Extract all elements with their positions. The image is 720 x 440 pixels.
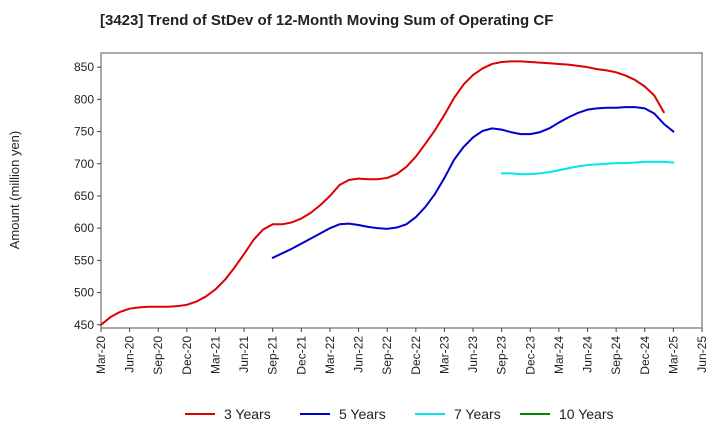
legend-label: 10 Years (559, 406, 614, 422)
x-tick-label: Mar-21 (208, 336, 222, 374)
x-tick-label: Jun-23 (466, 336, 480, 373)
x-tick-label: Mar-22 (323, 336, 337, 374)
x-tick-label: Mar-24 (552, 336, 566, 374)
legend: 3 Years 5 Years 7 Years 10 Years (185, 406, 614, 422)
y-tick-label: 450 (74, 318, 94, 332)
y-axis-title: Amount (million yen) (7, 131, 22, 250)
y-tick-label: 550 (74, 253, 94, 267)
x-tick-label: Dec-21 (294, 336, 308, 375)
x-tick-label: Sep-24 (609, 336, 623, 375)
x-tick-label: Mar-20 (94, 336, 108, 374)
legend-label: 5 Years (339, 406, 386, 422)
legend-label: 7 Years (454, 406, 501, 422)
x-tick-label: Dec-22 (409, 336, 423, 375)
y-tick-label: 850 (74, 60, 94, 74)
x-tick-label: Jun-24 (581, 336, 595, 373)
x-tick-label: Sep-23 (495, 336, 509, 375)
y-tick-label: 700 (74, 157, 94, 171)
y-tick-label: 650 (74, 189, 94, 203)
x-tick-label: Dec-23 (523, 336, 537, 375)
x-tick-label: Jun-20 (123, 336, 137, 373)
plot-frame (100, 52, 703, 329)
series-line-7-years (500, 160, 675, 176)
x-tick-label: Dec-20 (180, 336, 194, 375)
x-tick-label: Jun-25 (695, 336, 709, 373)
x-tick-label: Jun-22 (352, 336, 366, 373)
legend-label: 3 Years (224, 406, 271, 422)
x-tick-label: Sep-22 (380, 336, 394, 375)
x-tick-label: Sep-21 (266, 336, 280, 375)
x-tick-label: Jun-21 (237, 336, 251, 373)
chart-title: [3423] Trend of StDev of 12-Month Moving… (100, 12, 554, 29)
axes: 450 500 550 600 650 700 750 800 850 Mar-20 Jun-20 S… (74, 52, 709, 375)
x-tick-label: Mar-23 (437, 336, 451, 374)
series-line-5-years (271, 106, 675, 259)
series-line-3-years (100, 60, 665, 326)
x-tick-label: Mar-25 (666, 336, 680, 374)
y-tick-label: 800 (74, 92, 94, 106)
y-tick-label: 500 (74, 286, 94, 300)
series-lines (100, 60, 675, 326)
x-tick-label: Sep-20 (151, 336, 165, 375)
y-tick-label: 600 (74, 221, 94, 235)
y-tick-label: 750 (74, 125, 94, 139)
x-tick-label: Dec-24 (638, 336, 652, 375)
